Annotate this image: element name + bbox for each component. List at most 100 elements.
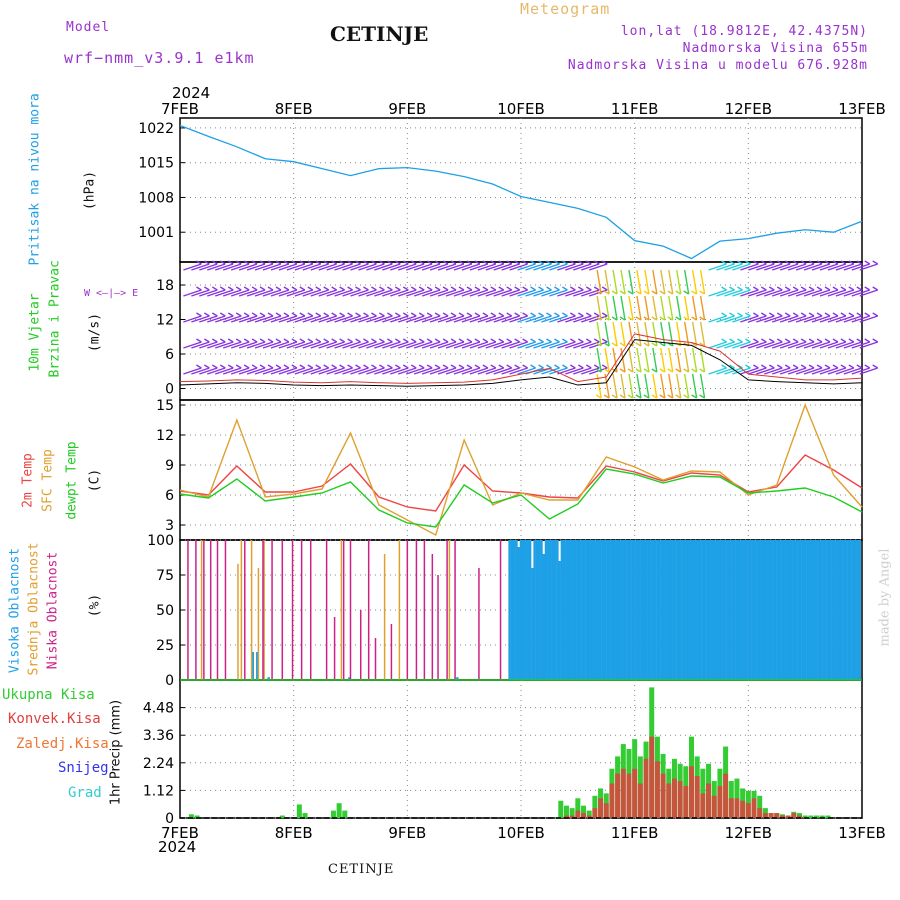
wind-barb xyxy=(254,341,274,349)
wind-barb xyxy=(207,367,226,375)
wind-barb xyxy=(501,289,520,297)
wind-barb-tick xyxy=(753,364,759,369)
wind-barb-tick xyxy=(611,394,618,399)
wind-barb xyxy=(469,289,489,297)
wind-barb-tick xyxy=(611,316,618,321)
wind-barb xyxy=(238,315,258,323)
wind-barb xyxy=(691,321,698,347)
wind-barb xyxy=(477,315,497,323)
wind-barb-tick xyxy=(784,260,791,265)
wind-barb xyxy=(660,321,666,347)
wind-barb-tick xyxy=(784,364,791,369)
cloud-ytick-label: 0 xyxy=(165,673,174,689)
precip-total-bar xyxy=(336,803,342,818)
wind-barb-tick xyxy=(339,364,345,369)
precip-conv-bar xyxy=(626,773,632,818)
precip-conv-bar xyxy=(609,783,615,818)
wind-barb xyxy=(859,315,878,323)
time-label-bottom: 10FEB xyxy=(497,824,544,842)
wind-barb-tick xyxy=(595,342,602,347)
wind-barb-tick xyxy=(659,394,666,399)
wind-barb xyxy=(740,315,759,323)
wind-barb xyxy=(541,263,560,271)
wind-barb xyxy=(191,263,210,271)
wind-barb xyxy=(230,341,250,349)
precip-conv-bar xyxy=(723,773,729,818)
wind-barb-tick xyxy=(848,286,855,291)
wind-barb xyxy=(207,263,226,271)
wind-barb-tick xyxy=(211,286,218,291)
wind-barb-tick xyxy=(691,368,697,373)
wind-barb xyxy=(549,315,568,323)
precip-total-bar xyxy=(592,795,598,818)
wind-barb-tick xyxy=(204,312,210,317)
wind-barb xyxy=(859,341,878,349)
wind-barb-tick xyxy=(832,260,839,265)
wind-barb xyxy=(748,315,767,323)
wind-barb-tick xyxy=(522,260,528,265)
wind-barb xyxy=(541,315,560,323)
wind-barb xyxy=(699,373,706,399)
wind-barb xyxy=(517,289,536,297)
wind-barb-tick xyxy=(659,368,666,373)
wind-barb xyxy=(191,289,210,297)
wind-barb-tick xyxy=(331,260,338,265)
wind-barb-tick xyxy=(659,316,666,321)
wind-barb-tick xyxy=(363,364,369,369)
wind-barb-tick xyxy=(283,260,290,265)
wind-barb xyxy=(302,315,321,323)
wind-barb xyxy=(517,263,536,271)
wind-barb-tick xyxy=(299,286,306,291)
wind-barb xyxy=(215,289,234,297)
wind-barb-tick xyxy=(434,286,441,291)
wind-barb-tick xyxy=(675,368,682,373)
wind-barb-tick xyxy=(243,312,250,317)
wind-barb xyxy=(699,347,706,373)
wind-barb-tick xyxy=(267,286,274,291)
wind-barb xyxy=(596,321,602,347)
wind-barb-tick xyxy=(800,286,807,291)
wind-barb-tick xyxy=(434,338,441,343)
legend-conv: Konvek.Kisa xyxy=(8,711,101,727)
wind-barb xyxy=(191,367,210,375)
wind-barb xyxy=(318,367,337,375)
wind-barb-tick xyxy=(243,260,250,265)
wind-barb-tick xyxy=(355,286,361,291)
precip-conv-bar xyxy=(598,798,604,818)
wind-barb-tick xyxy=(514,286,521,291)
wind-barb-tick xyxy=(856,260,863,265)
wind-barb xyxy=(835,263,855,271)
wind-barb-tick xyxy=(219,260,226,265)
wind-barb-tick xyxy=(538,312,544,317)
wind-barb xyxy=(668,269,674,295)
wind-barb-tick xyxy=(331,312,338,317)
precip-conv-bar xyxy=(643,758,649,818)
wind-barb-tick xyxy=(546,260,552,265)
wind-barb-tick xyxy=(737,260,743,265)
wind-barb-tick xyxy=(593,286,600,291)
wind-barb-tick xyxy=(538,286,544,291)
wind-barb-tick xyxy=(410,338,417,343)
time-label-bottom: 8FEB xyxy=(275,824,313,842)
wind-barb-tick xyxy=(872,260,879,265)
wind-barb-tick xyxy=(227,260,234,265)
wind-barb-tick xyxy=(753,260,759,265)
wind-barb xyxy=(270,367,290,375)
wind-barb xyxy=(811,263,831,271)
wind-barb xyxy=(803,315,823,323)
time-label-bottom: 12FEB xyxy=(725,824,772,842)
precip-ytick-label: 4.48 xyxy=(143,701,174,717)
wind-barb-tick xyxy=(315,338,322,343)
wind-barb-tick xyxy=(339,338,345,343)
precip-conv-bar xyxy=(734,798,740,818)
wind-barb xyxy=(246,263,266,271)
wind-barb-tick xyxy=(832,338,839,343)
wind-barb-tick xyxy=(339,260,345,265)
wind-barb-tick xyxy=(627,368,634,373)
wind-barb-tick xyxy=(570,338,576,343)
wind-barb xyxy=(350,341,369,349)
wind-barb-tick xyxy=(643,394,650,399)
precip-conv-bar xyxy=(660,773,666,818)
wind-ytick-label: 12 xyxy=(156,313,174,329)
wind-barb-tick xyxy=(442,286,449,291)
